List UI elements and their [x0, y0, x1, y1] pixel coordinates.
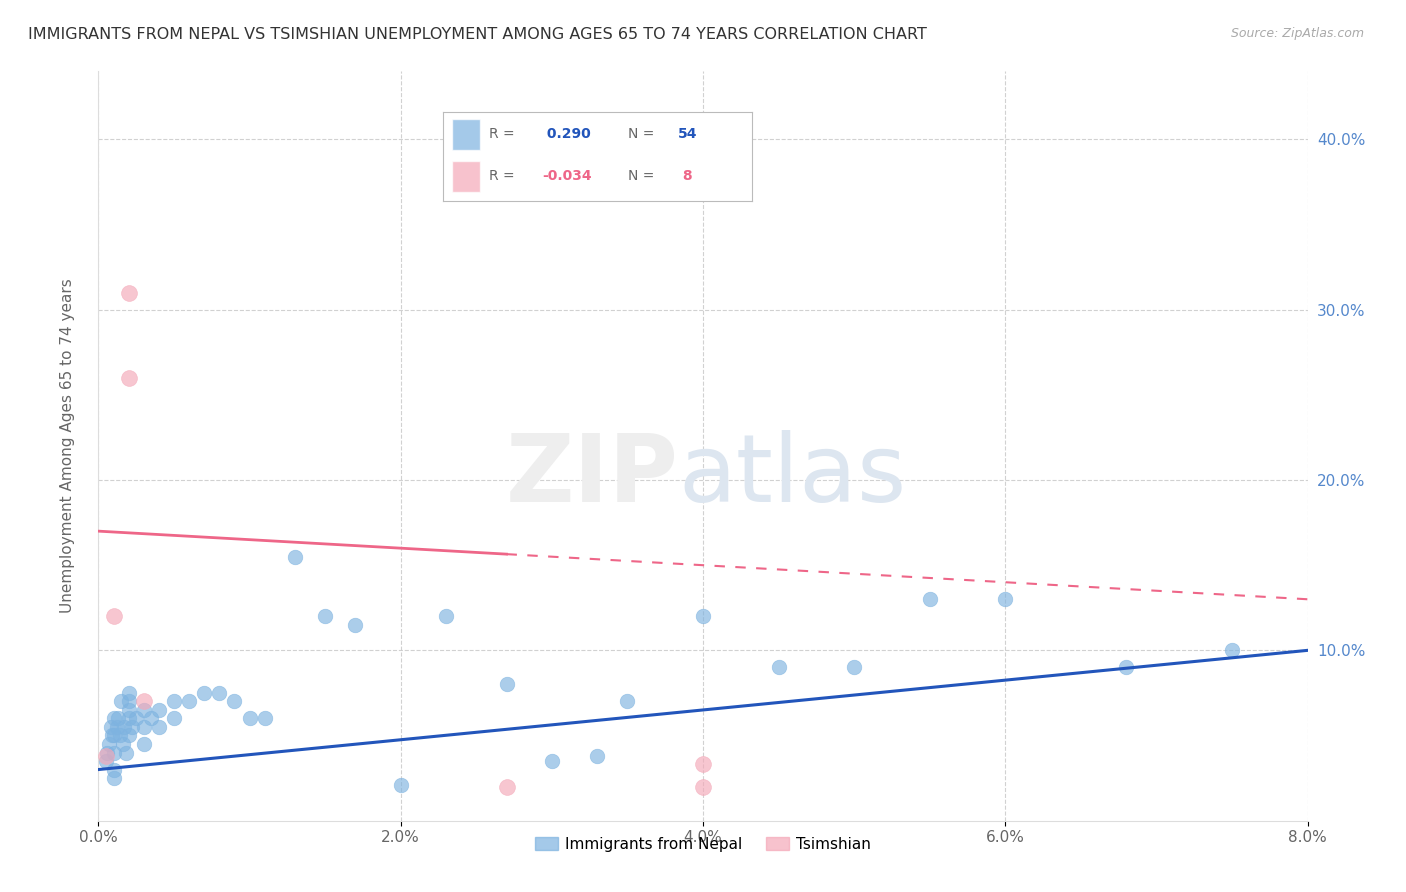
- Point: [107, 711, 129, 725]
- Point: [616, 694, 638, 708]
- Text: R =: R =: [489, 169, 515, 183]
- Point: [121, 720, 143, 734]
- Point: [495, 780, 517, 794]
- Point: [101, 729, 124, 743]
- Text: N =: N =: [628, 127, 655, 141]
- Point: [586, 748, 609, 763]
- Text: 54: 54: [678, 127, 697, 141]
- Text: Source: ZipAtlas.com: Source: ZipAtlas.com: [1230, 27, 1364, 40]
- Point: [692, 780, 714, 794]
- Point: [103, 763, 125, 777]
- Point: [132, 720, 155, 734]
- Text: 0.290: 0.290: [541, 127, 591, 141]
- Point: [1220, 643, 1243, 657]
- Point: [132, 703, 155, 717]
- Point: [224, 694, 246, 708]
- Point: [105, 720, 128, 734]
- Text: R =: R =: [489, 127, 515, 141]
- Bar: [453, 161, 479, 192]
- Text: -0.034: -0.034: [541, 169, 592, 183]
- Point: [540, 754, 562, 768]
- Point: [125, 711, 148, 725]
- Point: [495, 677, 517, 691]
- Y-axis label: Unemployment Among Ages 65 to 74 years: Unemployment Among Ages 65 to 74 years: [60, 278, 75, 614]
- Point: [239, 711, 262, 725]
- Point: [284, 549, 307, 564]
- Point: [163, 711, 186, 725]
- Point: [1115, 660, 1137, 674]
- Text: 8: 8: [678, 169, 693, 183]
- Point: [112, 720, 135, 734]
- Point: [692, 757, 714, 772]
- Text: N =: N =: [628, 169, 655, 183]
- Point: [141, 711, 163, 725]
- Point: [111, 737, 134, 751]
- Point: [344, 617, 367, 632]
- Point: [768, 660, 790, 674]
- Point: [108, 729, 131, 743]
- Point: [118, 711, 141, 725]
- Point: [103, 746, 125, 760]
- Point: [118, 371, 141, 385]
- Point: [118, 285, 141, 300]
- Point: [253, 711, 276, 725]
- Point: [179, 694, 201, 708]
- Point: [103, 711, 125, 725]
- Point: [148, 703, 170, 717]
- Point: [918, 592, 941, 607]
- Point: [193, 686, 215, 700]
- Text: ZIP: ZIP: [506, 430, 679, 522]
- Point: [100, 720, 122, 734]
- Point: [103, 729, 125, 743]
- Text: IMMIGRANTS FROM NEPAL VS TSIMSHIAN UNEMPLOYMENT AMONG AGES 65 TO 74 YEARS CORREL: IMMIGRANTS FROM NEPAL VS TSIMSHIAN UNEMP…: [28, 27, 927, 42]
- Point: [110, 694, 132, 708]
- Point: [148, 720, 170, 734]
- Point: [118, 703, 141, 717]
- Point: [98, 737, 121, 751]
- Point: [692, 609, 714, 624]
- Bar: [453, 119, 479, 150]
- Point: [94, 748, 117, 763]
- Legend: Immigrants from Nepal, Tsimshian: Immigrants from Nepal, Tsimshian: [529, 830, 877, 858]
- Point: [314, 609, 336, 624]
- Point: [118, 694, 141, 708]
- Point: [994, 592, 1017, 607]
- Point: [163, 694, 186, 708]
- Point: [208, 686, 231, 700]
- Point: [844, 660, 866, 674]
- Point: [94, 754, 117, 768]
- Point: [132, 737, 155, 751]
- Point: [434, 609, 457, 624]
- Point: [103, 771, 125, 785]
- Point: [118, 686, 141, 700]
- Point: [103, 609, 125, 624]
- Point: [96, 746, 118, 760]
- Point: [389, 778, 412, 792]
- Point: [118, 729, 141, 743]
- Text: atlas: atlas: [679, 430, 907, 522]
- Point: [132, 694, 155, 708]
- Point: [114, 746, 136, 760]
